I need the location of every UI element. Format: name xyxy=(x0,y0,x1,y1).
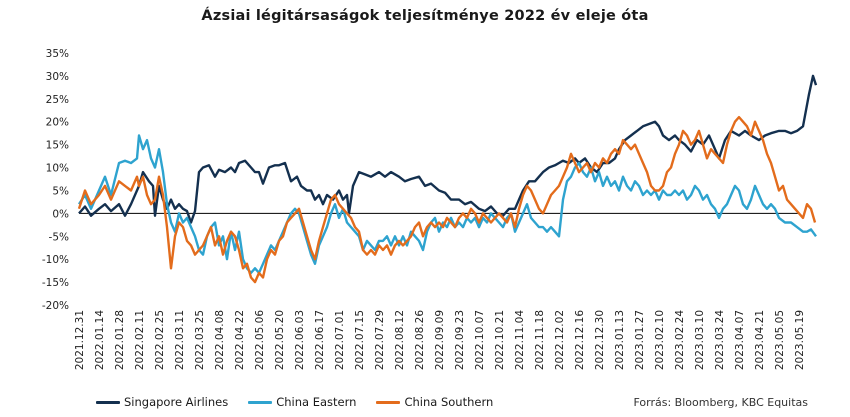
x-tick-label: 2022.07.29 xyxy=(374,310,386,370)
x-tick-label: 2022.03.25 xyxy=(194,310,206,370)
x-tick-label: 2022.08.26 xyxy=(414,310,426,370)
source-note: Forrás: Bloomberg, KBC Equitas xyxy=(633,396,808,409)
x-tick-label: 2021.12.31 xyxy=(74,310,86,370)
x-axis-ticks: 2021.12.31 2022.01.14 2022.01.28 2022.02.11… xyxy=(74,310,806,370)
x-tick-label: 2023.03.10 xyxy=(694,310,706,370)
y-tick-label: -15% xyxy=(42,277,69,289)
x-tick-label: 2023.05.05 xyxy=(774,310,786,370)
y-tick-label: 35% xyxy=(46,48,69,60)
x-tick-label: 2023.05.19 xyxy=(794,310,806,370)
series-line-singapore-airlines xyxy=(78,74,818,224)
x-tick-label: 2022.11.18 xyxy=(534,310,546,370)
y-tick-label: 15% xyxy=(46,140,69,152)
y-tick-label: 0% xyxy=(52,208,69,220)
y-tick-label: 20% xyxy=(46,117,69,129)
y-axis-ticks: -20% -15% -10% -5% 0% 5% 10% 15% 20% 25% 30% 35% xyxy=(42,48,69,312)
legend: Singapore Airlines China Eastern China S… xyxy=(96,395,513,409)
series-line-china-eastern xyxy=(77,134,817,275)
x-tick-label: 2023.03.24 xyxy=(714,310,726,370)
x-tick-label: 2022.12.16 xyxy=(574,310,586,370)
legend-label: Singapore Airlines xyxy=(124,395,229,409)
x-tick-label: 2022.07.15 xyxy=(354,310,366,370)
x-tick-label: 2022.04.22 xyxy=(234,310,246,370)
x-tick-label: 2023.04.21 xyxy=(754,310,766,370)
x-tick-label: 2022.02.11 xyxy=(134,310,146,370)
x-tick-label: 2022.11.04 xyxy=(514,310,526,370)
x-tick-label: 2022.03.11 xyxy=(174,310,186,370)
x-tick-label: 2022.06.17 xyxy=(314,310,326,370)
legend-label: China Eastern xyxy=(276,395,357,409)
x-tick-label: 2022.09.09 xyxy=(434,310,446,370)
legend-swatch xyxy=(96,400,120,404)
legend-item-china-southern: China Southern xyxy=(376,395,493,409)
legend-item-singapore-airlines: Singapore Airlines xyxy=(96,395,228,409)
y-tick-label: -5% xyxy=(49,231,69,243)
x-tick-label: 2023.01.13 xyxy=(614,310,626,370)
x-tick-label: 2023.02.10 xyxy=(654,310,666,370)
x-tick-label: 2022.05.20 xyxy=(274,310,286,370)
x-tick-label: 2023.01.27 xyxy=(634,310,646,370)
y-tick-label: 5% xyxy=(52,185,69,197)
x-tick-label: 2022.08.12 xyxy=(394,310,406,370)
legend-item-china-eastern: China Eastern xyxy=(248,395,356,409)
y-tick-label: 30% xyxy=(46,71,69,83)
series-line-china-southern xyxy=(77,115,817,284)
x-tick-label: 2022.02.25 xyxy=(154,310,166,370)
x-tick-label: 2022.12.30 xyxy=(594,310,606,370)
y-tick-label: 25% xyxy=(46,94,69,106)
x-tick-label: 2022.10.21 xyxy=(494,310,506,370)
x-tick-label: 2023.04.07 xyxy=(734,310,746,370)
y-tick-label: -20% xyxy=(42,300,69,312)
x-tick-label: 2023.02.24 xyxy=(674,310,686,370)
x-tick-label: 2022.01.28 xyxy=(114,310,126,370)
y-tick-label: 10% xyxy=(46,163,69,175)
legend-swatch xyxy=(248,400,273,404)
x-tick-label: 2022.06.03 xyxy=(294,310,306,370)
legend-label: China Southern xyxy=(404,395,494,409)
legend-swatch xyxy=(376,400,401,404)
x-tick-label: 2022.10.07 xyxy=(474,310,486,370)
x-tick-label: 2022.01.14 xyxy=(94,310,106,370)
x-tick-label: 2022.09.23 xyxy=(454,310,466,370)
x-tick-label: 2022.05.06 xyxy=(254,310,266,370)
y-tick-label: -10% xyxy=(42,254,69,266)
x-tick-label: 2022.04.08 xyxy=(214,310,226,370)
x-tick-label: 2022.12.02 xyxy=(554,310,566,370)
line-chart: -20% -15% -10% -5% 0% 5% 10% 15% 20% 25% 30% 35% 20… xyxy=(42,48,818,370)
series-lines xyxy=(77,74,818,284)
x-tick-label: 2022.07.01 xyxy=(334,310,346,370)
chart-title: Ázsiai légitársaságok teljesítménye 2022… xyxy=(201,8,649,24)
